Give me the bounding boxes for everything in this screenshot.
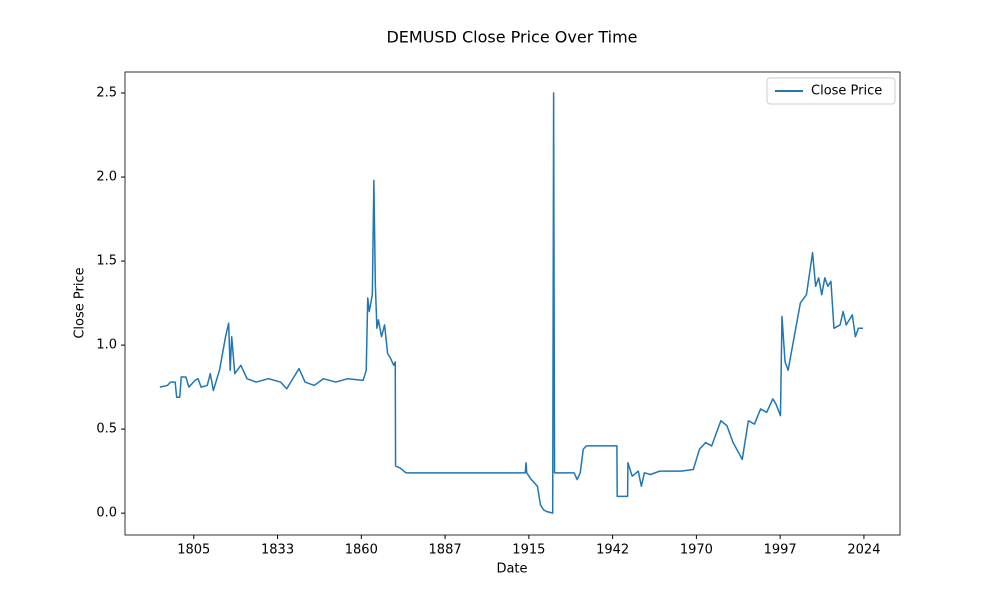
- y-tick-label: 2.5: [96, 86, 117, 101]
- x-tick-label: 1887: [429, 543, 462, 558]
- y-tick-label: 1.0: [96, 338, 117, 353]
- y-tick-label: 0.5: [96, 422, 117, 437]
- y-tick-label: 1.5: [96, 254, 117, 269]
- x-tick-label: 1970: [680, 543, 713, 558]
- y-axis-label: Close Price: [73, 267, 88, 338]
- x-axis-label: Date: [496, 562, 527, 577]
- legend-box: [766, 77, 896, 105]
- x-tick-label: 1860: [345, 543, 378, 558]
- x-tick-label: 1833: [261, 543, 294, 558]
- legend-label: Close Price: [811, 84, 882, 99]
- y-tick-label: 0.0: [96, 506, 117, 521]
- chart-title: DEMUSD Close Price Over Time: [386, 28, 637, 47]
- x-tick-label: 1942: [596, 543, 629, 558]
- line-series: [159, 92, 864, 514]
- x-tick-label: 1805: [177, 543, 210, 558]
- x-tick-label: 1997: [764, 543, 797, 558]
- plot-frame: [124, 71, 901, 536]
- x-tick-label: 1915: [512, 543, 545, 558]
- x-tick-label: 2024: [847, 543, 880, 558]
- y-tick-label: 2.0: [96, 170, 117, 185]
